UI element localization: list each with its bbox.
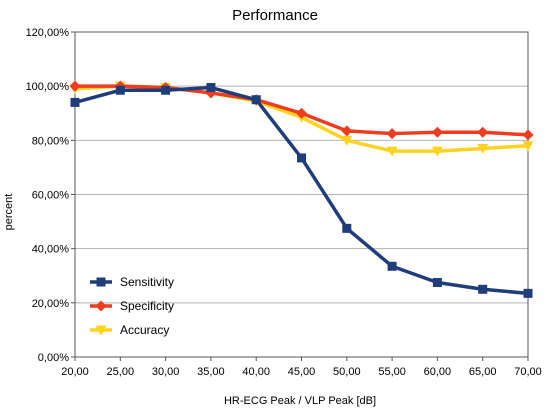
data-point — [431, 146, 443, 157]
y-tick-label: 120,00% — [26, 27, 70, 39]
data-point — [386, 128, 398, 140]
series-sensitivity — [70, 83, 533, 298]
legend-marker — [96, 277, 106, 287]
y-tick-label: 100,00% — [26, 81, 70, 93]
y-tick-label: 80,00% — [32, 135, 70, 147]
data-point — [478, 284, 488, 294]
y-axis: 0,00% 20,00% 40,00% 60,00% 80,00% 100,00% 120,… — [26, 27, 75, 364]
data-point — [206, 83, 216, 93]
data-point — [251, 95, 261, 105]
legend-label: Specificity — [120, 299, 174, 313]
data-point — [523, 288, 533, 298]
y-tick-label: 60,00% — [32, 190, 70, 202]
data-point — [296, 107, 307, 119]
data-point — [341, 125, 353, 137]
x-tick-label: 65,00 — [469, 366, 497, 378]
y-axis-label: percent — [3, 194, 15, 231]
x-tick-label: 60,00 — [424, 366, 452, 378]
x-axis: 20,00 25,00 30,00 35,00 40,00 45,00 50,00 55,00… — [61, 357, 542, 378]
x-tick-label: 30,00 — [152, 366, 180, 378]
data-point — [342, 223, 352, 233]
data-point — [522, 141, 534, 152]
x-tick-label: 45,00 — [288, 366, 316, 378]
x-tick-label: 20,00 — [61, 366, 89, 378]
legend-item-accuracy: Accuracy — [90, 323, 169, 337]
series-group — [69, 80, 534, 298]
legend-item-specificity: Specificity — [90, 299, 174, 313]
legend-marker — [95, 300, 107, 312]
data-point — [386, 146, 398, 157]
legend-label: Sensitivity — [120, 275, 174, 289]
y-tick-label: 0,00% — [38, 352, 69, 364]
chart-title: Performance — [232, 7, 318, 24]
y-tick-label: 20,00% — [32, 298, 70, 310]
data-point — [477, 126, 489, 138]
data-point — [522, 129, 534, 141]
data-point — [431, 126, 443, 138]
data-point — [477, 143, 489, 154]
x-tick-label: 70,00 — [514, 366, 542, 378]
legend-marker — [95, 325, 107, 336]
legend: Sensitivity Specificity Accuracy — [90, 275, 174, 337]
data-point — [297, 153, 306, 163]
legend-item-sensitivity: Sensitivity — [90, 275, 174, 289]
legend-label: Accuracy — [120, 323, 169, 337]
series-accuracy — [69, 81, 534, 157]
x-tick-label: 55,00 — [378, 366, 406, 378]
data-point — [115, 85, 125, 95]
y-tick-label: 40,00% — [32, 244, 70, 256]
x-tick-label: 40,00 — [242, 366, 270, 378]
x-tick-label: 35,00 — [197, 366, 225, 378]
data-point — [161, 85, 171, 95]
data-point — [69, 80, 81, 92]
data-point — [70, 97, 80, 107]
x-tick-label: 25,00 — [107, 366, 135, 378]
data-point — [432, 278, 442, 288]
x-axis-label: HR-ECG Peak / VLP Peak [dB] — [224, 395, 376, 407]
data-point — [387, 261, 397, 271]
x-tick-label: 50,00 — [333, 366, 361, 378]
data-point — [341, 135, 353, 146]
